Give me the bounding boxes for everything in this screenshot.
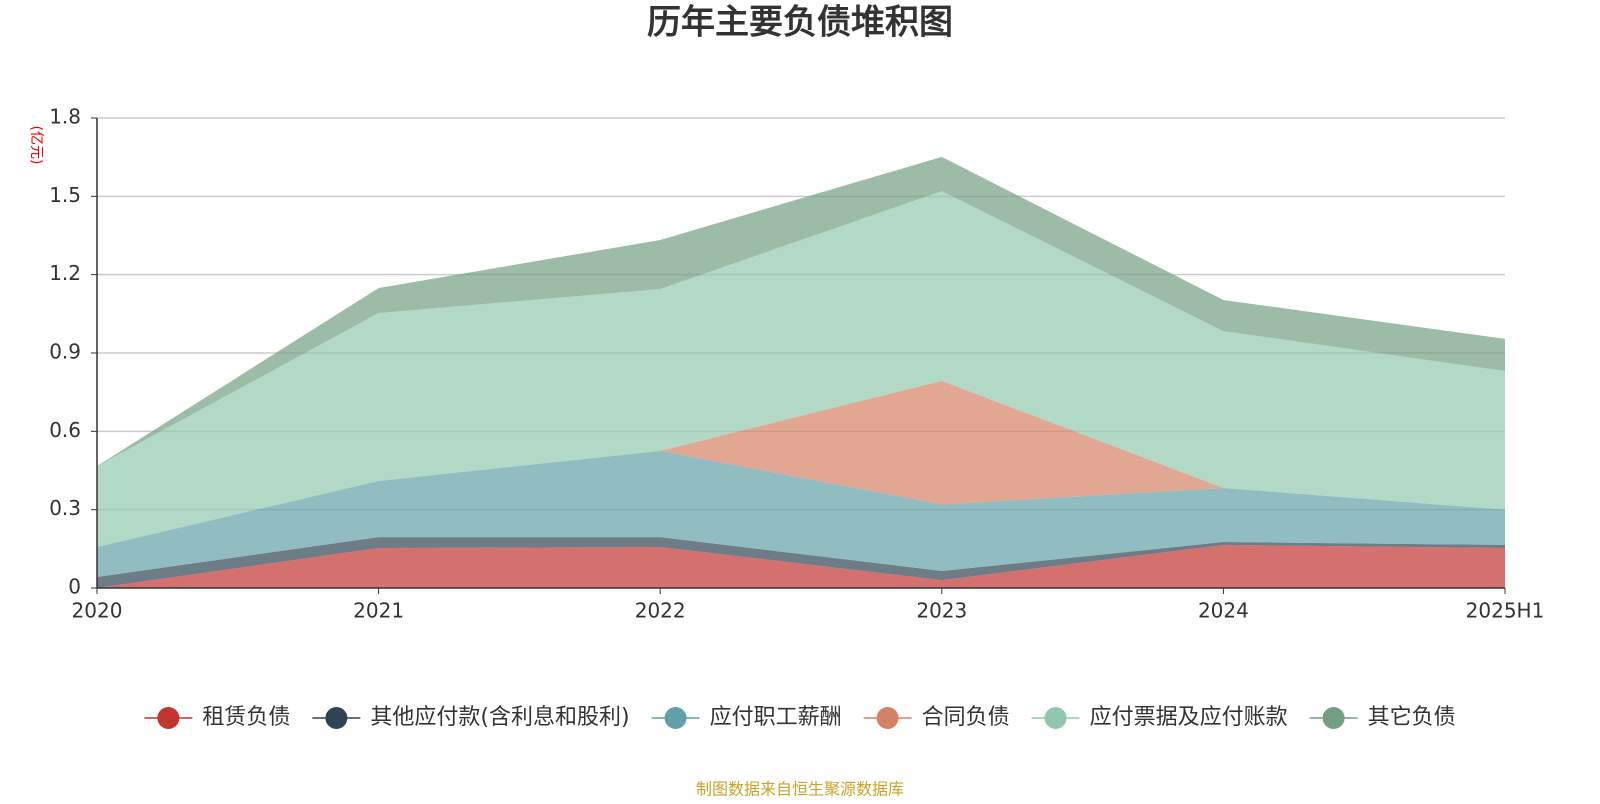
legend-item: 应付票据及应付账款: [1031, 705, 1288, 730]
legend-marker: [157, 707, 180, 729]
x-tick-label: 2025H1: [1466, 599, 1545, 623]
area: [97, 544, 1505, 588]
legend-marker: [1044, 707, 1067, 729]
legend-marker: [325, 707, 348, 729]
y-tick-label: 1.8: [49, 105, 81, 129]
plot-area: 0 0.3 0.6 0.9 1.2 1.5 1.8 2020 2021 2022 2023 2024 2…: [49, 105, 1544, 623]
y-tick-label: 0.6: [49, 418, 81, 442]
area: [97, 156, 1505, 467]
y-tick-label: 0.9: [49, 340, 81, 364]
y-unit: (亿元): [28, 126, 44, 165]
legend-label: 应付职工薪酬: [710, 705, 842, 730]
chart-title: 历年主要负债堆积图: [647, 3, 953, 43]
legend-item: 合同负债: [863, 705, 1010, 730]
y-tick-label: 0.3: [49, 496, 81, 520]
legend-marker: [664, 707, 687, 729]
x-tick-label: 2024: [1198, 599, 1249, 623]
source-note: 制图数据来自恒生聚源数据库: [696, 780, 904, 799]
x-tick-label: 2020: [72, 599, 123, 623]
area: [97, 450, 1505, 578]
legend-label: 租赁负债: [202, 705, 290, 730]
legend-label: 其他应付款(含利息和股利): [370, 705, 629, 730]
legend-item: 租赁负债: [144, 705, 290, 730]
legend-item: 应付职工薪酬: [651, 705, 842, 730]
legend-item: 其它负债: [1309, 705, 1456, 730]
y-tick-label: 0: [68, 575, 81, 599]
y-tick-label: 1.2: [49, 261, 81, 285]
x-tick-label: 2023: [916, 599, 967, 623]
legend-marker: [876, 707, 899, 729]
x-tick-label: 2022: [635, 599, 686, 623]
legend-label: 合同负债: [922, 705, 1010, 730]
area: [97, 537, 1505, 588]
legend-label: 其它负债: [1368, 705, 1456, 730]
legend-item: 其他应付款(含利息和股利): [312, 705, 630, 730]
legend-marker: [1322, 707, 1345, 729]
area: [97, 380, 1505, 548]
y-tick-label: 1.5: [49, 183, 81, 207]
area: [97, 191, 1505, 548]
x-tick-label: 2021: [353, 599, 404, 623]
legend: 租赁负债 其他应付款(含利息和股利) 应付职工薪酬 合同负债 应付票据及应付账款 其它负债: [144, 705, 1456, 730]
legend-label: 应付票据及应付账款: [1090, 705, 1288, 730]
